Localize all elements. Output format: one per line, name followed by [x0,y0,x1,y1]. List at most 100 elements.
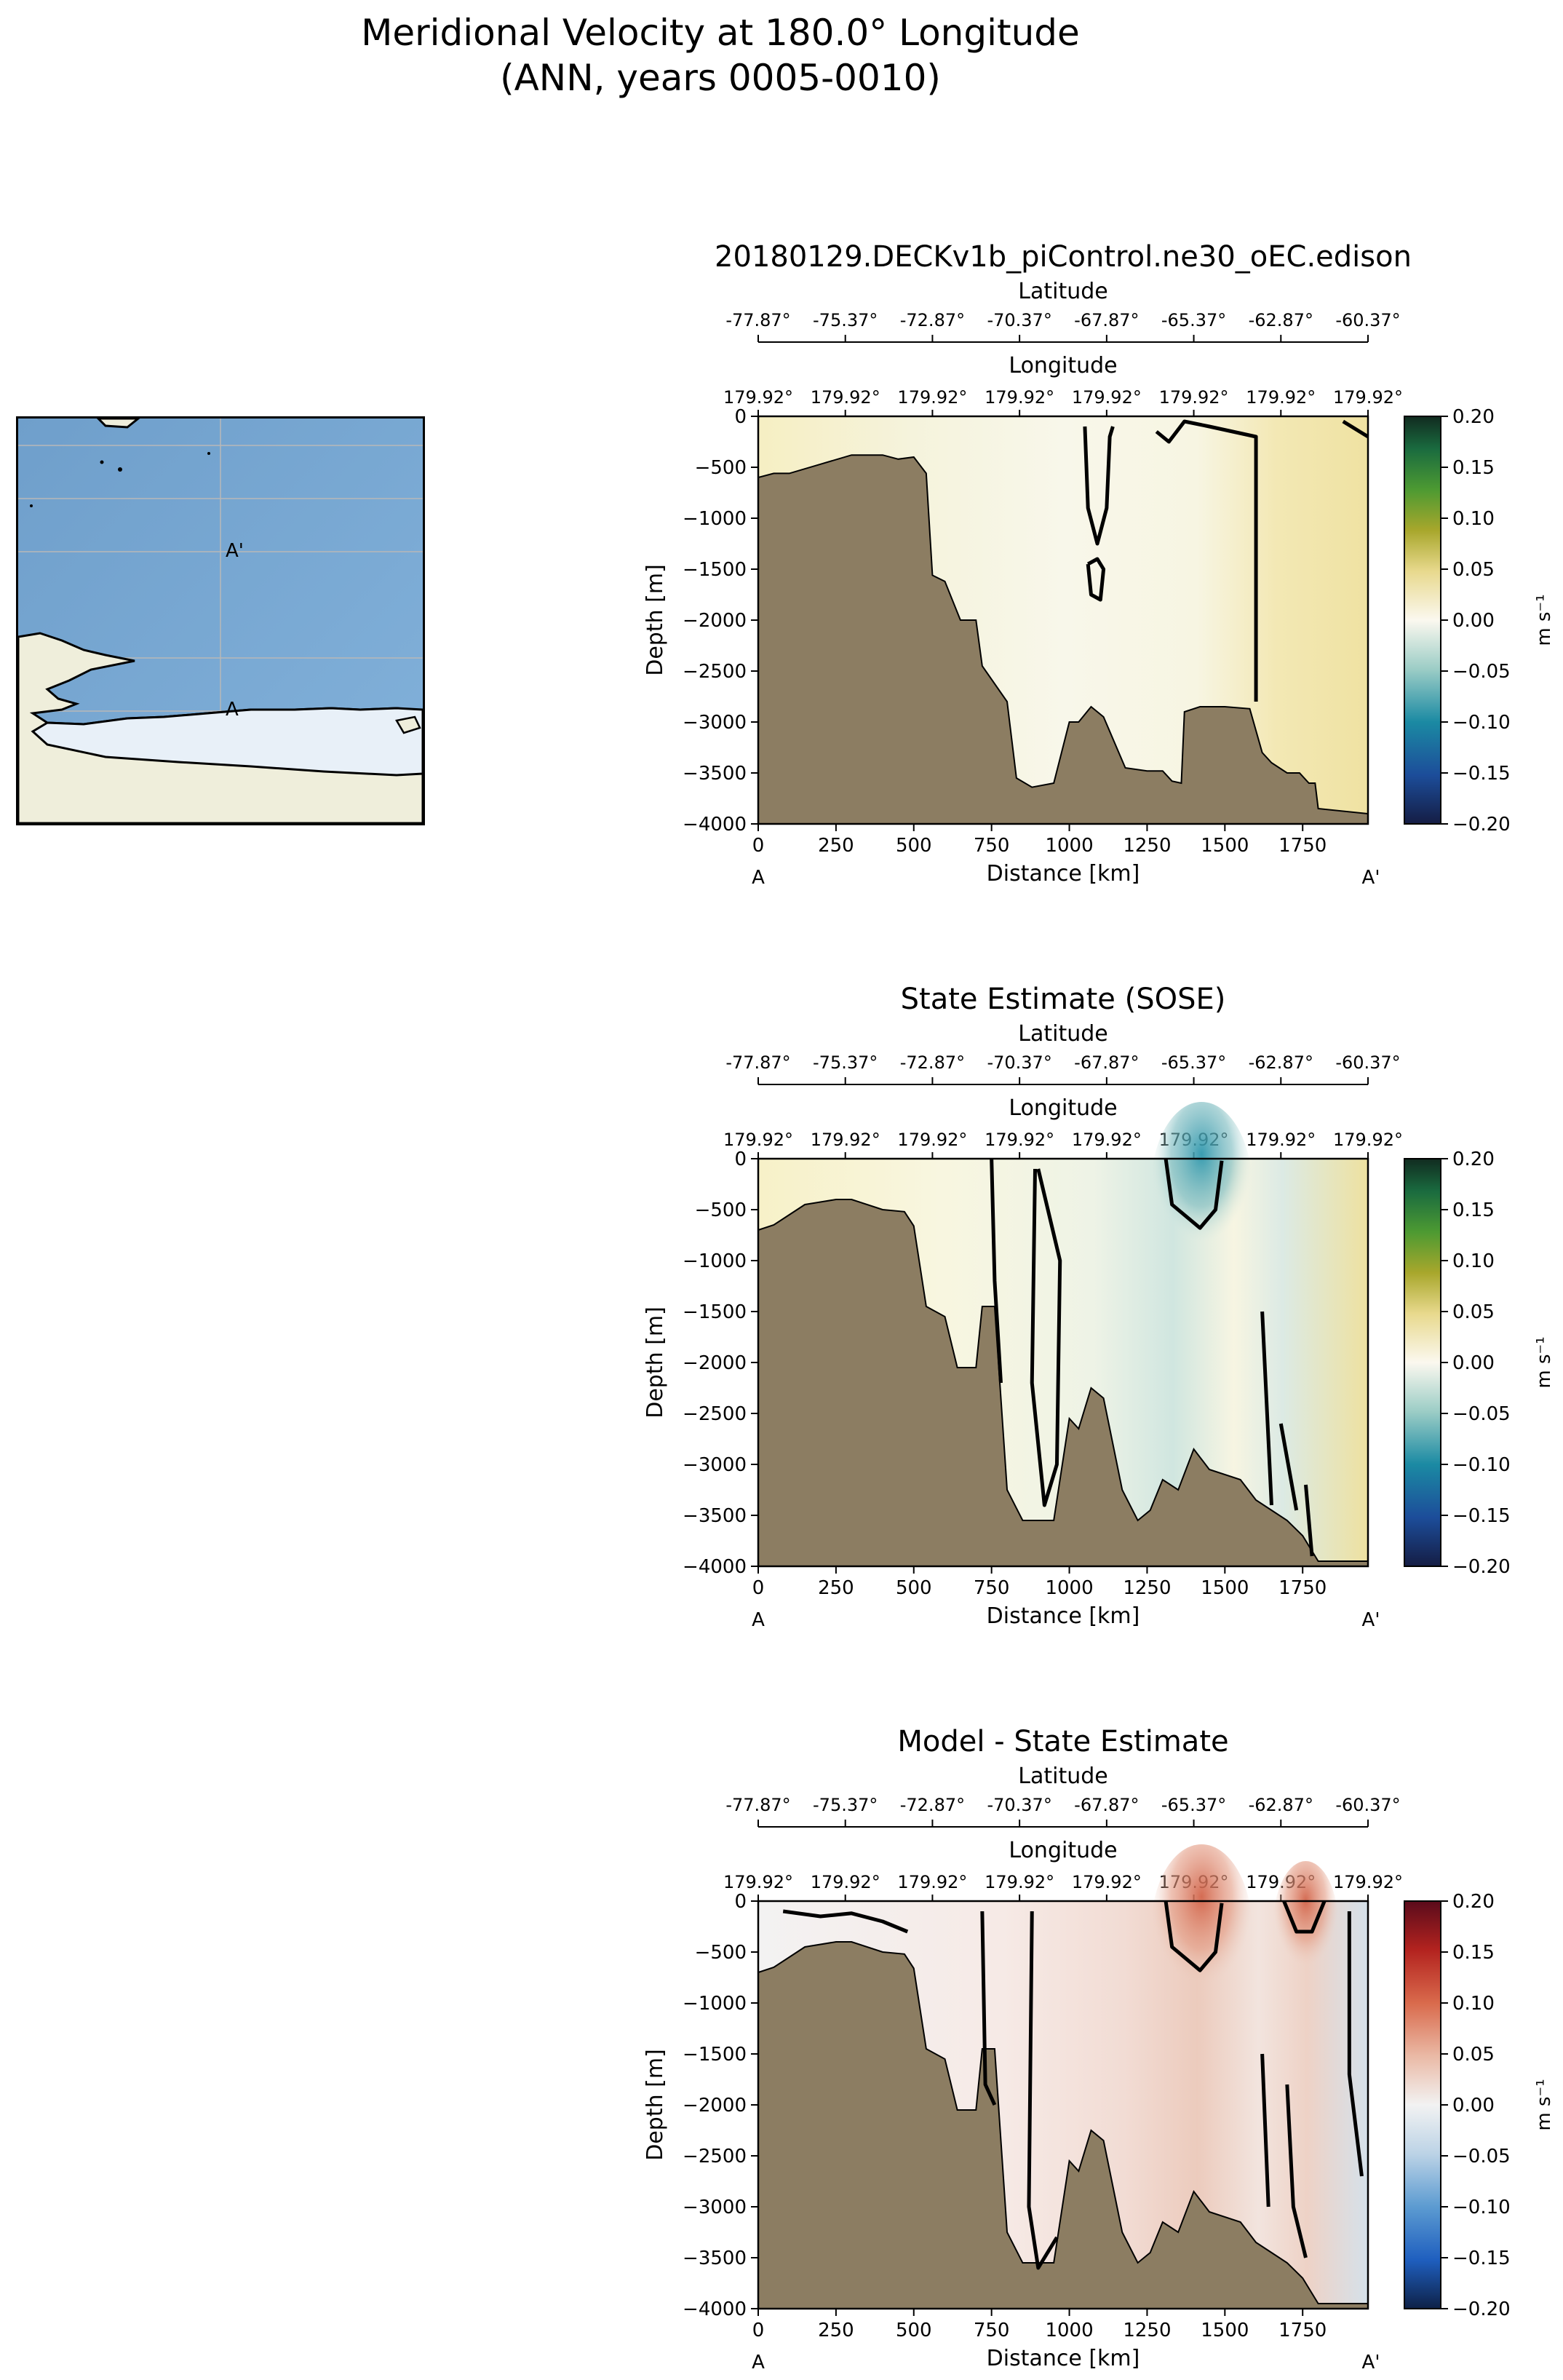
colorbar-tick-label: 0.05 [1452,1301,1495,1323]
colorbar-tick-label: 0.15 [1452,1942,1495,1964]
map-end-label: A' [226,540,244,562]
figure-title: Meridional Velocity at 180.0° Longitude … [0,10,1441,100]
zero-contour [1155,419,1258,702]
zero-contour [1347,1911,1364,2177]
latitude-tick-label: -62.87° [1249,1052,1313,1073]
longitude-tick-label: 179.92° [1333,387,1403,408]
y-tick-label: −2000 [683,1352,747,1374]
colorbar-tick-label: 0.10 [1452,1250,1495,1272]
y-tick-label: 0 [734,1149,747,1170]
panel-title: Model - State Estimate [897,1725,1228,1758]
zero-contour [1260,1311,1273,1506]
colorbar-tick-label: −0.15 [1452,763,1511,785]
velocity-core [1150,1844,1253,2019]
section-start-label: A [752,1609,765,1631]
y-tick-label: −1500 [683,2044,747,2066]
x-axis-label: Distance [km] [987,861,1140,886]
longitude-axis-label: Longitude [1009,1838,1117,1863]
y-tick-label: −4000 [683,1556,747,1578]
y-tick-label: −500 [695,457,747,479]
y-axis-label: Depth [m] [643,564,668,676]
map-start-label: A [226,699,239,721]
x-tick-label: 1750 [1278,1577,1327,1599]
bathymetry [757,1199,1369,1567]
latitude-axis-label: Latitude [1018,279,1107,304]
zero-contour [1342,419,1369,439]
latitude-tick-label: -67.87° [1074,310,1139,330]
latitude-tick-label: -65.37° [1161,310,1226,330]
colorbar-tick-label: −0.10 [1452,2197,1511,2218]
x-axis-label: Distance [km] [987,2346,1140,2371]
zero-contour [1086,557,1106,602]
latitude-tick-label: -60.37° [1335,310,1400,330]
zero-contour [1164,1900,1224,1972]
x-tick-label: 750 [974,1577,1010,1599]
map-islet [207,452,210,455]
x-tick-label: 1250 [1123,1577,1171,1599]
latitude-tick-label: -67.87° [1074,1052,1139,1073]
colorbar-tick-label: 0.15 [1452,457,1495,479]
x-tick-label: 1750 [1278,835,1327,857]
figure-title-line2: (ANN, years 0005-0010) [500,57,941,99]
y-tick-label: −1500 [683,1301,747,1323]
colorbar [1404,1900,1441,2309]
zero-contour [1285,2084,1308,2258]
panel-title: State Estimate (SOSE) [901,983,1226,1016]
colorbar-tick-label: −0.05 [1452,1403,1511,1425]
figure-title-line1: Meridional Velocity at 180.0° Longitude [361,12,1080,54]
section-end-label: A' [1362,1609,1380,1631]
longitude-tick-label: 179.92° [1333,1872,1403,1892]
longitude-tick-label: 179.92° [811,1872,880,1892]
latitude-tick-label: -77.87° [725,1052,790,1073]
map-ice-shelf [31,707,423,777]
y-tick-label: −1000 [683,1250,747,1272]
zero-contour [782,1909,909,1934]
latitude-tick-label: -70.37° [987,1052,1051,1073]
map-islet [30,504,33,507]
y-tick-label: −1000 [683,508,747,530]
latitude-tick-label: -65.37° [1161,1052,1226,1073]
longitude-tick-label: 179.92° [1072,387,1142,408]
zero-contour [1164,1158,1224,1230]
x-tick-label: 250 [818,1577,854,1599]
zero-contour [1278,1423,1299,1511]
zero-contour [990,1158,1003,1384]
latitude-tick-label: -67.87° [1074,1795,1139,1815]
latitude-tick-label: -62.87° [1249,310,1313,330]
map-island [395,715,421,734]
x-tick-label: 1500 [1201,835,1249,857]
latitude-tick-label: -60.37° [1335,1052,1400,1073]
y-tick-label: −1000 [683,1993,747,2015]
x-tick-label: 0 [752,835,765,857]
velocity-core [1273,1861,1339,1992]
y-tick-label: −1500 [683,559,747,581]
x-tick-label: 1250 [1123,2320,1171,2341]
latitude-tick-label: -70.37° [987,1795,1051,1815]
colorbar-tick-label: 0.05 [1452,559,1495,581]
panel-state-estimate: State Estimate (SOSE) Latitude -77.87° -75.… [643,983,1555,1631]
colorbar-tick-label: −0.10 [1452,712,1511,734]
y-tick-label: −3000 [683,1454,747,1476]
latitude-tick-label: -70.37° [987,310,1051,330]
y-tick-label: −2500 [683,1403,747,1425]
x-tick-label: 1500 [1201,2320,1249,2341]
colorbar-tick-label: 0.20 [1452,406,1495,428]
latitude-tick-label: -72.87° [900,310,965,330]
longitude-tick-label: 179.92° [811,387,880,408]
bathymetry [757,454,1369,825]
longitude-tick-label: 179.92° [811,1130,880,1150]
colorbar-tick-label: −0.05 [1452,2146,1511,2167]
velocity-core [1150,1102,1253,1277]
y-tick-label: 0 [734,406,747,428]
colorbar-label: m s⁻¹ [1533,2079,1555,2130]
colorbar-tick-label: −0.05 [1452,661,1511,683]
longitude-tick-label: 179.92° [1246,387,1316,408]
latitude-axis-label: Latitude [1018,1021,1107,1047]
colorbar-tick-label: 0.10 [1452,1993,1495,2015]
section-start-label: A [752,2352,765,2373]
longitude-tick-label: 179.92° [1072,1130,1142,1150]
colorbar-tick-label: −0.20 [1452,1556,1511,1578]
colorbar-tick-label: 0.00 [1452,2095,1495,2117]
x-tick-label: 750 [974,2320,1010,2341]
x-tick-label: 500 [896,1577,932,1599]
